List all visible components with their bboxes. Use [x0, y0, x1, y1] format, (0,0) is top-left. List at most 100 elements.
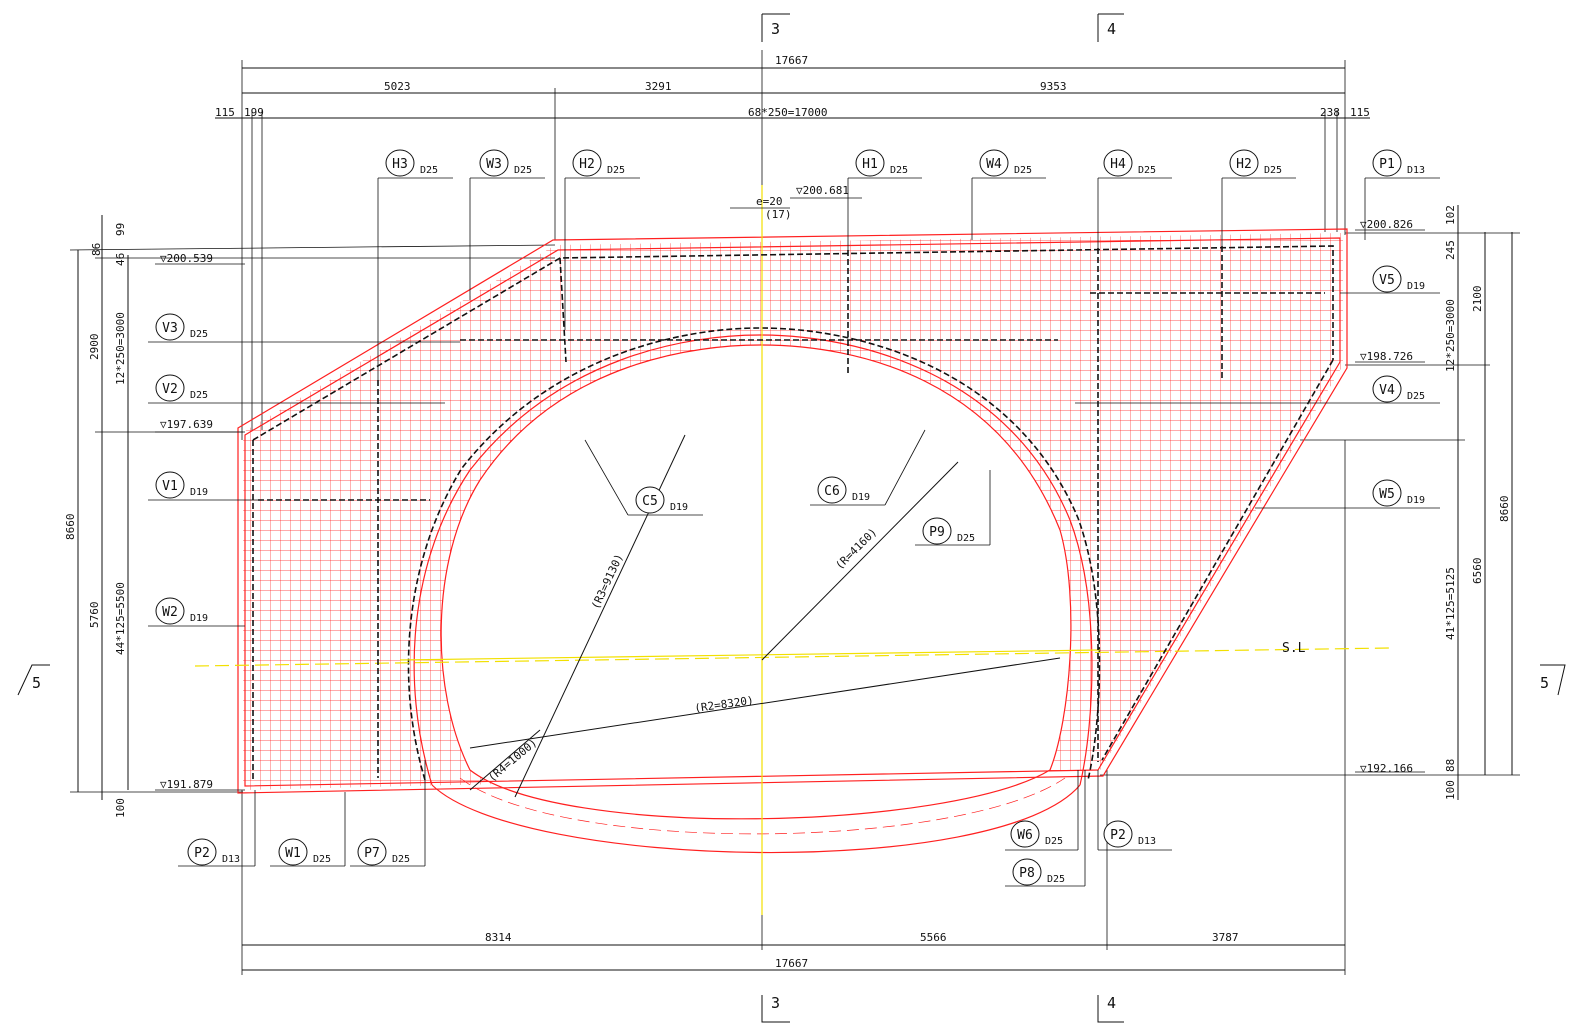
top-dimensions: 17667 5023 3291 9353 115 199 68*250=1700… — [215, 50, 1370, 440]
callout-bubble — [385, 149, 415, 177]
level-l5: ▽200.826 — [1360, 218, 1413, 231]
callout-v3: V3 D25 — [155, 313, 208, 341]
left-dimensions: 99 86 46 2900 12*250=3000 8660 5760 44*1… — [64, 215, 556, 818]
dim-right-b: 245 — [1444, 240, 1457, 260]
callout-id: H1 — [862, 157, 878, 172]
dim-left-i: 100 — [114, 798, 127, 818]
callout-v4: V4 D25 — [1372, 375, 1425, 403]
callout-v5: V5 D19 — [1372, 265, 1425, 293]
callout-id: W1 — [285, 846, 301, 861]
callout-size: D13 — [222, 854, 240, 865]
callout-c6: C6 D19 — [817, 476, 870, 504]
callout-bubble — [357, 838, 387, 866]
callout-id: H2 — [1236, 157, 1252, 172]
callout-size: D19 — [1407, 495, 1425, 506]
callout-id: H3 — [392, 157, 408, 172]
callout-bubble — [1372, 375, 1402, 403]
callout-size: D25 — [1264, 165, 1282, 176]
dim-right-h: 88 — [1444, 759, 1457, 772]
tunnel-lining — [407, 327, 1101, 854]
callout-bubble — [979, 149, 1009, 177]
callout-bubble — [1012, 858, 1042, 886]
callout-bubble — [1372, 265, 1402, 293]
level-l4: ▽200.681 — [796, 184, 849, 197]
level-l6: ▽198.726 — [1360, 350, 1413, 363]
callout-id: P9 — [929, 525, 945, 540]
dim-top-left-a: 115 — [215, 106, 235, 119]
callout-id: V3 — [162, 321, 178, 336]
callout-size: D25 — [313, 854, 331, 865]
eccentricity-e: e=20 — [756, 195, 783, 208]
callout-size: D25 — [1045, 836, 1063, 847]
dim-left-e: 12*250=3000 — [114, 312, 127, 385]
callout-bubble — [1010, 820, 1040, 848]
callout-p2: P2 D13 — [187, 838, 240, 866]
callout-bubble — [1103, 820, 1133, 848]
callout-id: P7 — [364, 846, 380, 861]
callout-bubble — [817, 476, 847, 504]
section-right-5: 5 — [1540, 674, 1549, 692]
dim-right-e: 8660 — [1498, 496, 1511, 523]
dim-right-i: 100 — [1444, 780, 1457, 800]
callout-id: V4 — [1379, 383, 1395, 398]
dim-right-a: 102 — [1444, 205, 1457, 225]
callout-id: W3 — [486, 157, 502, 172]
callout-h3: H3 D25 — [385, 149, 438, 177]
dim-bottom-overall: 17667 — [775, 957, 808, 970]
callout-size: D19 — [190, 613, 208, 624]
callout-bubble — [572, 149, 602, 177]
callout-size: D19 — [852, 492, 870, 503]
callout-bubble — [155, 471, 185, 499]
section-markers: 3 4 3 4 5 5 — [17, 13, 1566, 1023]
callout-p8: P8 D25 — [1012, 858, 1065, 886]
dim-left-h: 44*125=5500 — [114, 582, 127, 655]
callout-bubble — [187, 838, 217, 866]
callout-v2: V2 D25 — [155, 374, 208, 402]
callout-bubble — [1229, 149, 1259, 177]
level-l3: ▽191.879 — [160, 778, 213, 791]
dim-top-pitch: 68*250=17000 — [748, 106, 827, 119]
callout-p2: P2 D13 — [1103, 820, 1156, 848]
callout-w6: W6 D25 — [1010, 820, 1063, 848]
callout-id: W4 — [986, 157, 1002, 172]
dim-right-c: 2100 — [1471, 286, 1484, 313]
dim-top-seg2: 3291 — [645, 80, 672, 93]
callout-h2: H2 D25 — [572, 149, 625, 177]
section-top-3: 3 — [771, 20, 780, 38]
dim-top-right-b: 115 — [1350, 106, 1370, 119]
level-l7: ▽192.166 — [1360, 762, 1413, 775]
callout-size: D25 — [1407, 391, 1425, 402]
dim-bottom-seg3: 3787 — [1212, 931, 1239, 944]
callout-size: D19 — [670, 502, 688, 513]
callout-w5: W5 D19 — [1372, 479, 1425, 507]
callout-size: D25 — [514, 165, 532, 176]
callout-size: D25 — [392, 854, 410, 865]
callout-bubble — [479, 149, 509, 177]
callout-h2: H2 D25 — [1229, 149, 1282, 177]
callout-id: C5 — [642, 494, 658, 509]
section-top-4: 4 — [1107, 20, 1116, 38]
callout-size: D25 — [1014, 165, 1032, 176]
callout-bubble — [155, 597, 185, 625]
callout-id: C6 — [824, 484, 840, 499]
callout-size: D19 — [190, 487, 208, 498]
callout-bubble — [922, 517, 952, 545]
callout-bubble — [1372, 149, 1402, 177]
callout-id: P2 — [1110, 828, 1126, 843]
callout-size: D25 — [890, 165, 908, 176]
dim-left-c: 46 — [114, 253, 127, 266]
dim-left-a: 99 — [114, 223, 127, 236]
callout-h1: H1 D25 — [855, 149, 908, 177]
callout-size: D25 — [190, 390, 208, 401]
callout-size: D25 — [607, 165, 625, 176]
callout-size: D25 — [420, 165, 438, 176]
callout-w3: W3 D25 — [479, 149, 532, 177]
centerlines: S.L — [194, 185, 1391, 915]
dim-left-d: 2900 — [88, 334, 101, 361]
callout-size: D13 — [1138, 836, 1156, 847]
level-l1: ▽200.539 — [160, 252, 213, 265]
callout-size: D25 — [1047, 874, 1065, 885]
eccentricity-paren: (17) — [765, 208, 792, 221]
callout-bubble — [278, 838, 308, 866]
